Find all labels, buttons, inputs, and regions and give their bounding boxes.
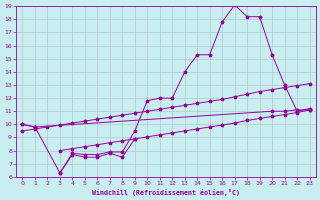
X-axis label: Windchill (Refroidissement éolien,°C): Windchill (Refroidissement éolien,°C) (92, 189, 240, 196)
